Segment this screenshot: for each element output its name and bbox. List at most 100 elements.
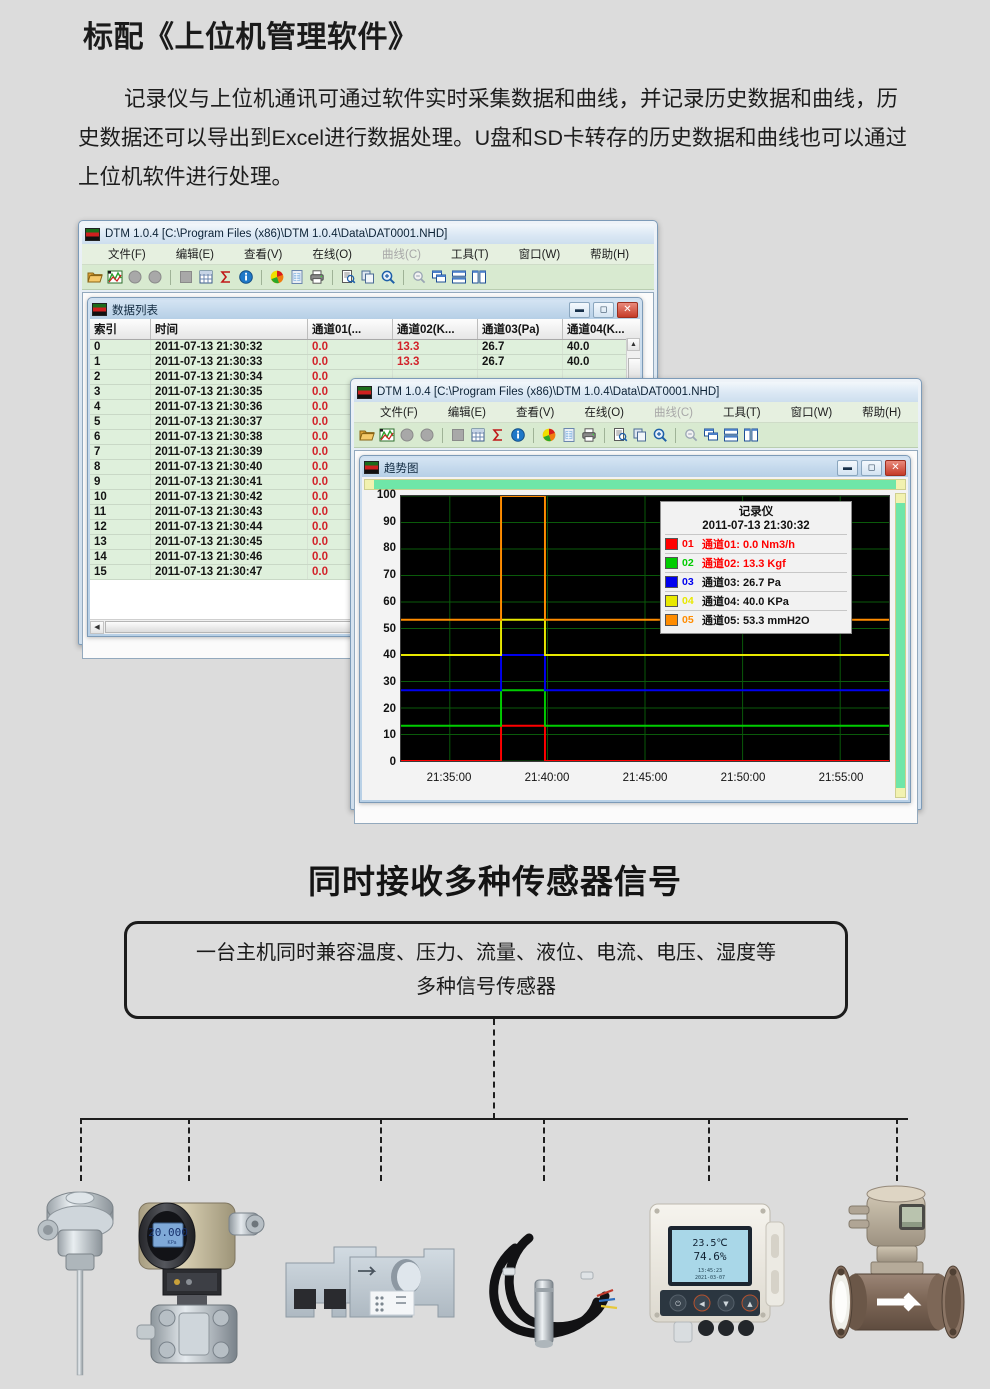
close-button[interactable]: ✕ [885, 459, 906, 476]
menu-item-7[interactable]: 窗口(W) [790, 407, 833, 419]
menu-item-6[interactable]: 工具(T) [450, 249, 489, 261]
column-header[interactable]: 索引 [90, 319, 151, 340]
datalist-titlebar[interactable]: 数据列表 ▬ ◻ ✕ [90, 300, 640, 319]
folder-open-icon[interactable] [359, 427, 375, 443]
maximize-button[interactable]: ◻ [861, 459, 882, 476]
right-range-slider[interactable] [895, 493, 906, 798]
tile-horizontal-icon[interactable] [723, 427, 739, 443]
top-range-slider[interactable] [364, 479, 906, 490]
pause-circle-icon[interactable] [147, 269, 163, 285]
zoom-in-icon[interactable] [652, 427, 668, 443]
menu-item-6[interactable]: 工具(T) [722, 407, 761, 419]
grid-table-icon[interactable] [198, 269, 214, 285]
window2-titlebar[interactable]: DTM 1.0.4 [C:\Program Files (x86)\DTM 1.… [354, 382, 918, 402]
color-wheel-icon[interactable] [541, 427, 557, 443]
menu-item-7[interactable]: 窗口(W) [518, 249, 561, 261]
folder-open-icon[interactable] [87, 269, 103, 285]
menu-item-2[interactable]: 编辑(E) [447, 407, 487, 419]
menu-item-1[interactable]: 文件(F) [108, 249, 146, 261]
menu-item-5[interactable]: 曲线(C) [653, 407, 693, 419]
y-tick-label: 50 [383, 622, 396, 635]
table-cell-index: 4 [90, 399, 151, 415]
table-cell-time: 2011-07-13 21:30:46 [150, 549, 308, 565]
menu-item-1[interactable]: 文件(F) [380, 407, 418, 419]
print-preview-icon[interactable] [612, 427, 628, 443]
info-icon[interactable] [238, 269, 254, 285]
legend-swatch [665, 538, 678, 550]
zoom-out-icon[interactable] [683, 427, 699, 443]
info-icon[interactable] [510, 427, 526, 443]
table-cell-index: 14 [90, 549, 151, 565]
chart-curve-icon[interactable] [107, 269, 123, 285]
dtm-window-trend[interactable]: DTM 1.0.4 [C:\Program Files (x86)\DTM 1.… [350, 378, 922, 824]
trend-child-window[interactable]: 趋势图 ▬ ◻ ✕ 0 10 20 30 40 50 60 70 80 90 [359, 455, 911, 803]
zoom-in-icon[interactable] [380, 269, 396, 285]
menu-item-3[interactable]: 查看(V) [516, 407, 555, 419]
legend-number: 04 [682, 595, 694, 607]
print-preview-icon[interactable] [340, 269, 356, 285]
x-tick-label: 21:40:00 [524, 772, 570, 784]
window1-menubar[interactable]: 文件(F) 编辑(E) 查看(V) 在线(O) 曲线(C) 工具(T) 窗口(W) 帮助(H) [82, 244, 654, 265]
table-cell-index: 15 [90, 564, 151, 580]
column-header[interactable]: 通道02(K... [392, 319, 478, 340]
maximize-button[interactable]: ◻ [593, 301, 614, 318]
menu-item-4[interactable]: 在线(O) [312, 249, 352, 261]
app-icon [85, 227, 100, 241]
export-excel-icon[interactable] [561, 427, 577, 443]
grid-table-icon[interactable] [470, 427, 486, 443]
record-circle-icon[interactable] [127, 269, 143, 285]
minimize-button[interactable]: ▬ [569, 301, 590, 318]
sigma-sum-icon[interactable] [490, 427, 506, 443]
zoom-out-icon[interactable] [411, 269, 427, 285]
tile-vertical-icon[interactable] [471, 269, 487, 285]
window2-menubar[interactable]: 文件(F) 编辑(E) 查看(V) 在线(O) 曲线(C) 工具(T) 窗口(W) 帮助(H) [354, 402, 918, 423]
pause-circle-icon[interactable] [419, 427, 435, 443]
menu-item-4[interactable]: 在线(O) [584, 407, 624, 419]
y-tick-label: 90 [383, 515, 396, 528]
record-circle-icon[interactable] [399, 427, 415, 443]
print-icon[interactable] [581, 427, 597, 443]
table-cell-time: 2011-07-13 21:30:36 [150, 399, 308, 415]
menu-item-8[interactable]: 帮助(H) [862, 407, 902, 419]
window1-titlebar[interactable]: DTM 1.0.4 [C:\Program Files (x86)\DTM 1.… [82, 224, 654, 244]
menu-item-8[interactable]: 帮助(H) [590, 249, 630, 261]
trend-titlebar[interactable]: 趋势图 ▬ ◻ ✕ [362, 458, 908, 477]
table-cell-time: 2011-07-13 21:30:37 [150, 414, 308, 430]
stop-square-icon[interactable] [178, 269, 194, 285]
color-wheel-icon[interactable] [269, 269, 285, 285]
column-header[interactable]: 通道03(Pa) [477, 319, 563, 340]
sigma-sum-icon[interactable] [218, 269, 234, 285]
column-header[interactable]: 通道04(K... [562, 319, 640, 340]
column-header[interactable]: 时间 [150, 319, 308, 340]
export-excel-icon[interactable] [289, 269, 305, 285]
scroll-up-arrow[interactable]: ▲ [627, 338, 640, 351]
scroll-left-arrow[interactable]: ◀ [90, 620, 104, 634]
tile-vertical-icon[interactable] [743, 427, 759, 443]
window2-client-area: 趋势图 ▬ ◻ ✕ 0 10 20 30 40 50 60 70 80 90 [354, 450, 918, 824]
cascade-windows-icon[interactable] [703, 427, 719, 443]
copy-icon[interactable] [632, 427, 648, 443]
cascade-windows-icon[interactable] [431, 269, 447, 285]
close-button[interactable]: ✕ [617, 301, 638, 318]
table-cell-index: 13 [90, 534, 151, 550]
table-cell-ch03: 26.7 [477, 354, 563, 370]
window2-toolbar[interactable] [354, 423, 918, 448]
window1-toolbar[interactable] [82, 265, 654, 290]
chart-curve-icon[interactable] [379, 427, 395, 443]
menu-item-5[interactable]: 曲线(C) [381, 249, 421, 261]
product-thermocouple [28, 1178, 138, 1383]
copy-icon[interactable] [360, 269, 376, 285]
connector-branch-5 [708, 1118, 710, 1181]
table-cell-time: 2011-07-13 21:30:32 [150, 339, 308, 355]
stop-square-icon[interactable] [450, 427, 466, 443]
menu-item-3[interactable]: 查看(V) [244, 249, 283, 261]
column-header[interactable]: 通道01(... [307, 319, 393, 340]
tile-horizontal-icon[interactable] [451, 269, 467, 285]
print-icon[interactable] [309, 269, 325, 285]
minimize-button[interactable]: ▬ [837, 459, 858, 476]
table-cell-index: 3 [90, 384, 151, 400]
menu-item-2[interactable]: 编辑(E) [175, 249, 215, 261]
table-cell-index: 8 [90, 459, 151, 475]
